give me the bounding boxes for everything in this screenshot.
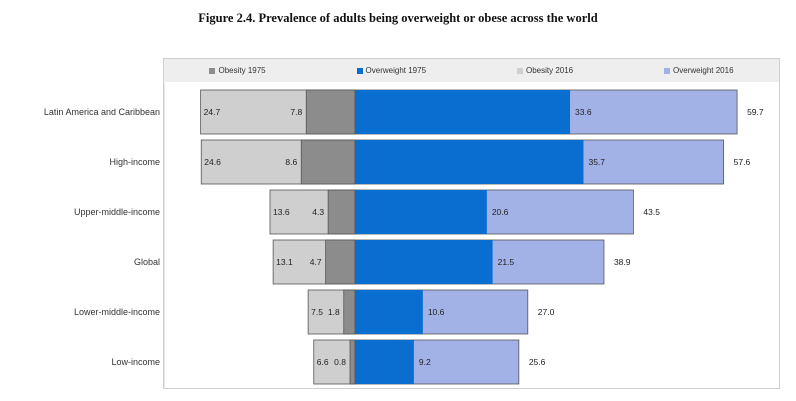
value-label-obesity-1975-lower-middle-income: 1.8 [328, 307, 340, 317]
bar-overweight-1975-global [355, 240, 493, 284]
value-label-overweight-2016-high-income: 57.6 [734, 157, 751, 167]
legend: Obesity 1975 Overweight 1975 Obesity 2016 O… [164, 59, 779, 82]
value-label-obesity-1975-low-income: 0.8 [334, 357, 346, 367]
value-label-overweight-1975-upper-middle-income: 20.6 [492, 207, 509, 217]
bar-overweight-1975-lower-middle-income [355, 290, 423, 334]
value-label-obesity-2016-global: 13.1 [276, 257, 293, 267]
bar-overweight-1975-low-income [355, 340, 414, 384]
bar-obesity-2016-low-income [313, 339, 356, 385]
category-label-latin-america-and-caribbean: Latin America and Caribbean [44, 107, 160, 117]
category-label-lower-middle-income: Lower-middle-income [74, 307, 160, 317]
bar-obesity-1975-global [325, 239, 356, 285]
value-label-overweight-2016-latin-america-and-caribbean: 59.7 [747, 107, 764, 117]
value-label-obesity-2016-latin-america-and-caribbean: 24.7 [204, 107, 221, 117]
value-label-overweight-1975-lower-middle-income: 10.6 [428, 307, 445, 317]
bar-obesity-1975-latin-america-and-caribbean [305, 89, 356, 135]
bar-obesity-1975-high-income [300, 139, 356, 185]
bar-overweight-1975-upper-middle-income [355, 190, 487, 234]
legend-item-overweight-1975: Overweight 1975 [356, 66, 427, 75]
legend-item-obesity-1975: Obesity 1975 [209, 66, 266, 75]
legend-label-obesity-2016: Obesity 2016 [525, 66, 574, 75]
legend-swatch-obesity-1975 [209, 67, 216, 74]
bar-obesity-1975-low-income [349, 339, 356, 385]
legend-label-obesity-1975: Obesity 1975 [218, 66, 266, 75]
value-label-overweight-1975-high-income: 35.7 [588, 157, 605, 167]
value-label-obesity-1975-global: 4.7 [310, 257, 322, 267]
legend-swatch-overweight-1975 [356, 67, 363, 74]
value-label-overweight-1975-latin-america-and-caribbean: 33.6 [575, 107, 592, 117]
value-label-overweight-1975-global: 21.5 [498, 257, 515, 267]
legend-swatch-obesity-2016 [516, 67, 523, 74]
value-label-obesity-1975-upper-middle-income: 4.3 [312, 207, 324, 217]
value-label-obesity-2016-high-income: 24.6 [204, 157, 221, 167]
category-label-upper-middle-income: Upper-middle-income [74, 207, 160, 217]
value-label-obesity-2016-low-income: 6.6 [317, 357, 329, 367]
category-label-low-income: Low-income [111, 357, 160, 367]
figure-title: Figure 2.4. Prevalence of adults being o… [198, 11, 598, 25]
category-label-high-income: High-income [109, 157, 160, 167]
value-label-overweight-2016-global: 38.9 [614, 257, 631, 267]
category-label-global: Global [134, 257, 160, 267]
legend-item-overweight-2016: Overweight 2016 [664, 66, 734, 75]
bar-overweight-1975-latin-america-and-caribbean [355, 90, 571, 134]
bar-obesity-1975-lower-middle-income [343, 289, 356, 335]
legend-label-overweight-2016: Overweight 2016 [673, 66, 734, 75]
value-label-obesity-2016-lower-middle-income: 7.5 [311, 307, 323, 317]
value-label-overweight-2016-lower-middle-income: 27.0 [538, 307, 555, 317]
value-label-obesity-1975-latin-america-and-caribbean: 7.8 [290, 107, 302, 117]
value-label-obesity-1975-high-income: 8.6 [285, 157, 297, 167]
value-label-overweight-1975-low-income: 9.2 [419, 357, 431, 367]
legend-item-obesity-2016: Obesity 2016 [516, 66, 574, 75]
value-label-overweight-2016-low-income: 25.6 [529, 357, 546, 367]
legend-swatch-overweight-2016 [664, 67, 671, 74]
value-label-obesity-2016-upper-middle-income: 13.6 [273, 207, 290, 217]
legend-label-overweight-1975: Overweight 1975 [365, 66, 427, 75]
bar-obesity-1975-upper-middle-income [327, 189, 356, 235]
bar-overweight-1975-high-income [355, 140, 584, 184]
value-label-overweight-2016-upper-middle-income: 43.5 [643, 207, 660, 217]
